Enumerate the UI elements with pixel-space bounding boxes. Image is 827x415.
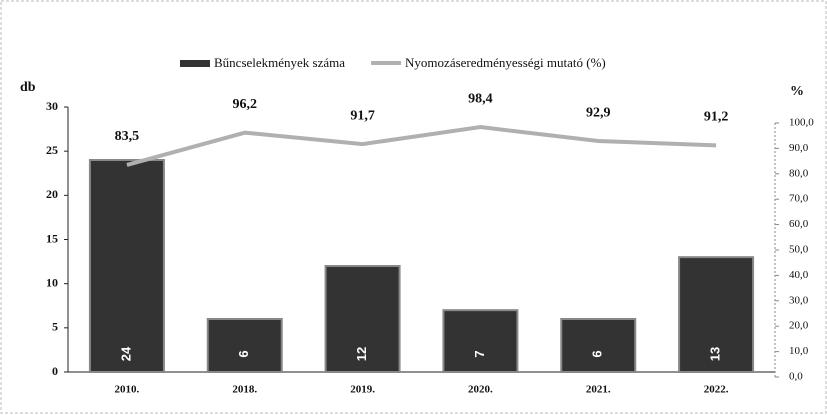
y2-tick-label: 90,0	[789, 142, 809, 154]
y2-tick-label: 100,0	[789, 117, 814, 129]
y2-tick-label: 80,0	[789, 167, 809, 179]
x-tick-label: 2018.	[232, 384, 257, 396]
line	[126, 125, 717, 167]
legend-label: Nyomozáseredményességi mutató (%)	[405, 55, 606, 70]
line-value-label: 91,7	[350, 108, 375, 123]
y-tick-label: 15	[46, 231, 58, 245]
bar-value-label: 6	[590, 350, 605, 357]
y-axis-label: db	[20, 80, 36, 95]
y2-tick-label: 30,0	[789, 294, 809, 306]
y-tick-label: 25	[46, 143, 58, 157]
y-tick-label: 20	[46, 187, 58, 201]
bar	[442, 309, 519, 373]
y-tick-label: 5	[52, 320, 58, 334]
bar-value-label: 13	[708, 347, 723, 361]
x-tick-label: 2010.	[115, 384, 140, 396]
x-tick-label: 2022.	[704, 384, 729, 396]
x-tick-label: 2020.	[468, 384, 493, 396]
y2-tick-label: 0,0	[789, 371, 803, 383]
y-tick-label: 30	[46, 99, 58, 113]
bar-value-label: 7	[472, 350, 487, 357]
y2-tick-label: 60,0	[789, 218, 809, 230]
bar	[324, 265, 401, 373]
y2-tick-label: 20,0	[789, 320, 809, 332]
bar	[88, 159, 165, 373]
legend-swatch	[180, 60, 210, 67]
bar	[678, 256, 755, 373]
y2-tick-label: 70,0	[789, 193, 809, 205]
bar-value-label: 24	[118, 346, 133, 361]
line-value-label: 83,5	[115, 129, 140, 144]
bar-value-label: 6	[236, 350, 251, 357]
bar	[206, 318, 283, 373]
y2-tick-label: 10,0	[789, 345, 809, 357]
x-tick-label: 2021.	[586, 384, 611, 396]
legend-label: Bűncselekmények száma	[214, 55, 345, 70]
bar	[560, 318, 637, 373]
line-value-label: 92,9	[586, 105, 611, 120]
y2-tick-label: 40,0	[789, 269, 809, 281]
line-value-label: 96,2	[233, 97, 258, 112]
line-value-label: 98,4	[468, 91, 493, 106]
bar-value-label: 12	[354, 347, 369, 361]
line-value-label: 91,2	[704, 110, 729, 125]
y-tick-label: 0	[52, 364, 58, 378]
y2-tick-label: 50,0	[789, 244, 809, 256]
y2-axis-label: %	[790, 84, 804, 99]
y-tick-label: 10	[46, 275, 58, 289]
x-tick-label: 2019.	[350, 384, 375, 396]
